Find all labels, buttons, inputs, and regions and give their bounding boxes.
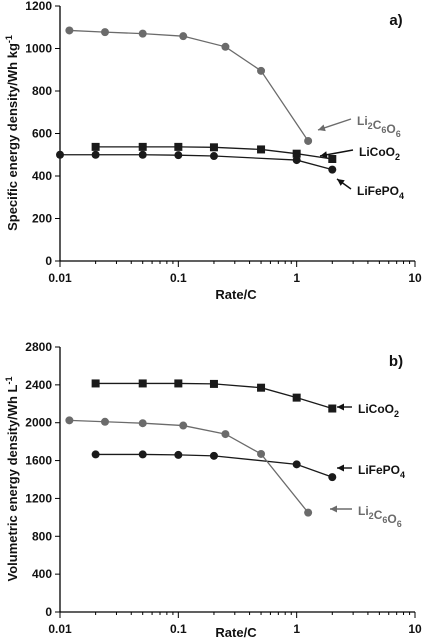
arrow-head (330, 505, 337, 513)
y-axis-label: Volumetric energy density/Wh L-1 (4, 377, 20, 582)
y-tick-label: 1600 (25, 454, 52, 468)
chart-panel-a: 0 200 400 600 800 1000 1200 0.01 0.1 1 10 Rate/C Spe… (4, 0, 422, 302)
y-tick-label: 800 (32, 529, 52, 543)
data-point (138, 150, 147, 159)
series-line (95, 453, 333, 478)
arrow-head (337, 179, 345, 186)
x-tick-label: 10 (408, 622, 422, 636)
data-point (209, 451, 218, 460)
data-point (56, 150, 64, 159)
data-point (91, 142, 100, 151)
series (91, 379, 337, 413)
series (56, 150, 337, 174)
series-line (69, 29, 309, 142)
data-point (138, 142, 147, 151)
x-tick-label: 0.1 (170, 271, 187, 285)
data-point (65, 26, 74, 35)
arrow-head (337, 464, 344, 472)
series (91, 450, 337, 482)
x-tick-label: 1 (293, 271, 300, 285)
data-point (257, 383, 266, 392)
data-point (304, 136, 313, 145)
y-tick-label: 400 (32, 169, 52, 183)
data-point (292, 156, 301, 165)
data-point (292, 149, 301, 158)
series-label: LiCoO2 (358, 402, 399, 419)
x-axis-label: Rate/C (215, 287, 257, 302)
data-point (91, 379, 100, 388)
panel-label: a) (389, 12, 402, 29)
series-label: Li2C6O6 (357, 114, 401, 139)
data-point (138, 379, 147, 388)
x-tick-label: 10 (408, 271, 422, 285)
y-tick-label: 1200 (25, 0, 52, 13)
data-point (174, 151, 183, 160)
data-point (100, 417, 109, 426)
series-line (69, 419, 309, 514)
data-point (179, 421, 188, 430)
x-tick-label: 0.1 (170, 622, 187, 636)
data-point (292, 393, 301, 402)
data-point (257, 449, 266, 458)
data-point (328, 473, 337, 482)
data-point (221, 42, 230, 51)
arrow-head (320, 151, 328, 159)
y-tick-label: 1200 (25, 491, 52, 505)
data-point (100, 28, 109, 37)
x-axis-label: Rate/C (215, 625, 257, 640)
y-tick-label: 2000 (25, 416, 52, 430)
data-point (304, 508, 313, 517)
panel-label: b) (389, 353, 403, 370)
data-point (221, 430, 230, 439)
arrow-head (318, 124, 326, 132)
data-point (138, 29, 147, 38)
y-tick-label: 0 (45, 254, 52, 268)
data-point (91, 450, 100, 459)
data-point (138, 419, 147, 428)
data-point (91, 150, 100, 159)
data-point (65, 416, 74, 425)
y-tick-label: 0 (45, 605, 52, 619)
y-tick-label: 2800 (25, 340, 52, 354)
series-label: Li2C6O6 (358, 504, 402, 529)
data-point (174, 450, 183, 459)
x-tick-label: 1 (293, 622, 300, 636)
data-point (174, 379, 183, 388)
y-tick-label: 600 (32, 127, 52, 141)
y-axis-label: Specific energy density/Wh kg-1 (4, 35, 20, 231)
y-tick-label: 800 (32, 84, 52, 98)
series-label: LiCoO2 (359, 145, 400, 162)
chart-panel-b: 0 400 800 1200 1600 2000 2400 2800 0.01 0.1 1 10 Rat… (4, 340, 422, 640)
data-point (328, 155, 337, 163)
data-point (209, 379, 218, 388)
x-tick-label: 0.01 (48, 271, 72, 285)
series (65, 416, 313, 517)
data-point (257, 66, 266, 75)
y-tick-label: 400 (32, 567, 52, 581)
data-point (257, 145, 266, 154)
y-tick-label: 1000 (25, 42, 52, 56)
x-tick-label: 0.01 (48, 622, 72, 636)
data-point (292, 460, 301, 469)
arrow-head (337, 403, 344, 411)
series (65, 26, 313, 145)
data-point (174, 142, 183, 151)
data-point (328, 404, 337, 413)
series-label: LiFePO4 (357, 184, 404, 201)
y-tick-label: 2400 (25, 378, 52, 392)
data-point (209, 152, 218, 161)
data-point (209, 143, 218, 152)
series-label: LiFePO4 (358, 463, 405, 480)
data-point (138, 450, 147, 459)
data-point (179, 32, 188, 41)
series-line (60, 154, 333, 171)
series (91, 142, 337, 163)
y-tick-label: 200 (32, 212, 52, 226)
data-point (328, 165, 337, 174)
